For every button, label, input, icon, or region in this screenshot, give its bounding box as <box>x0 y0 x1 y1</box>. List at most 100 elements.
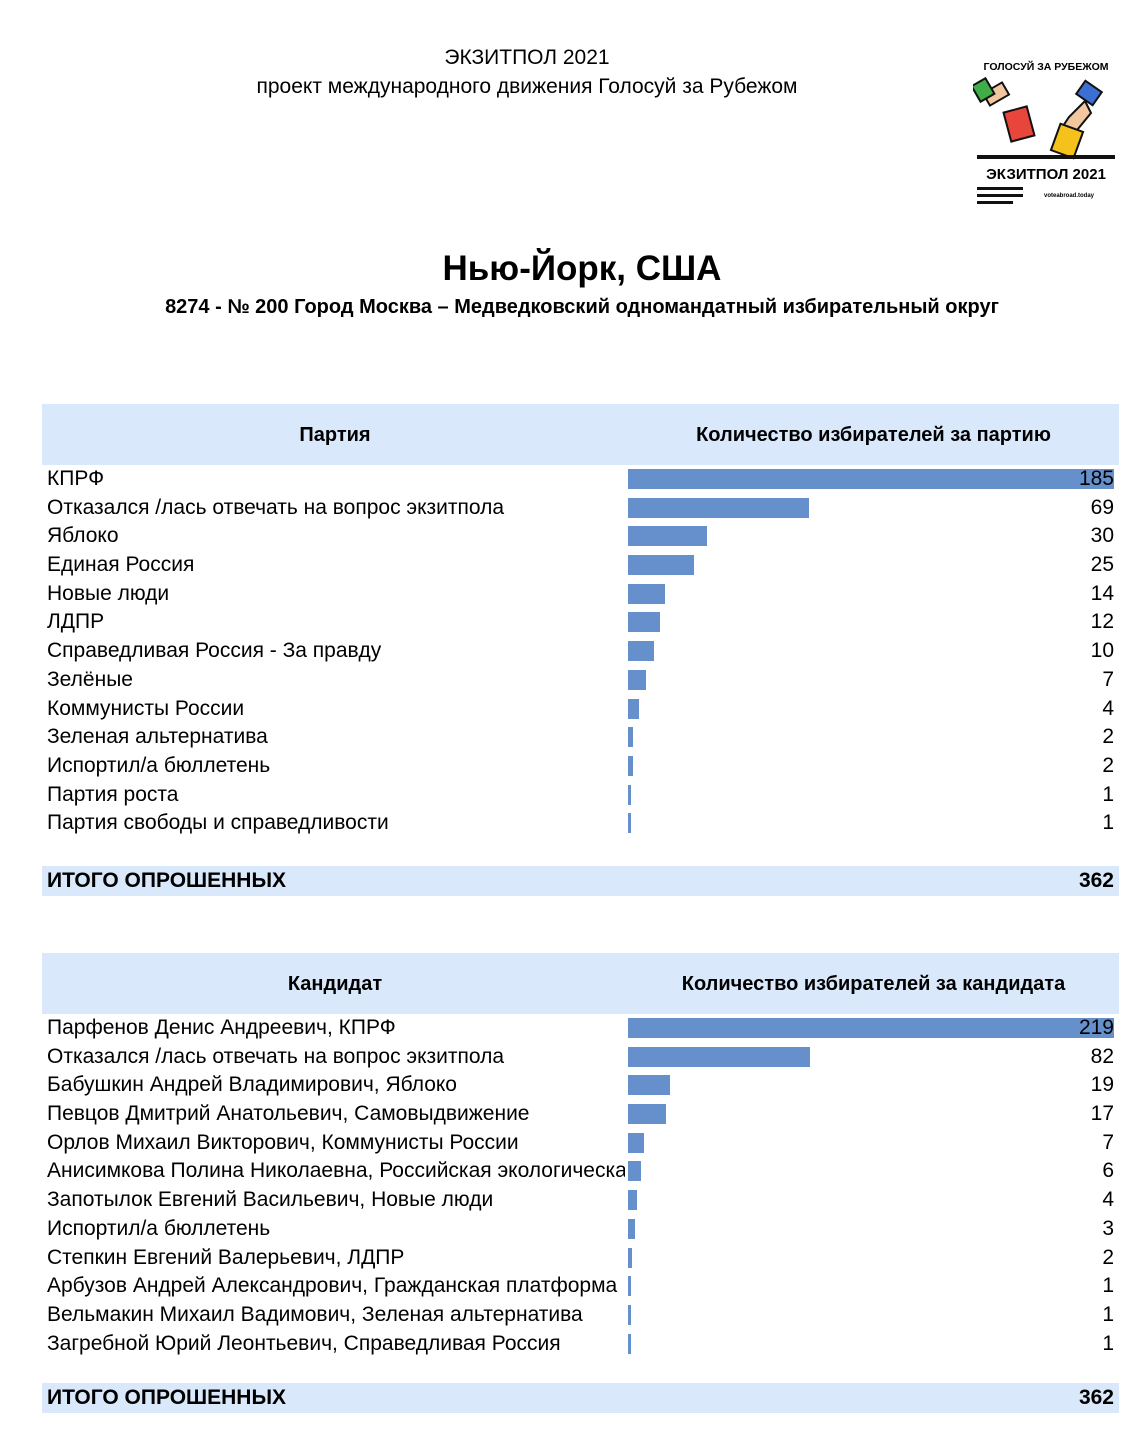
candidate-label: Бабушкин Андрей Владимирович, Яблоко <box>47 1073 457 1097</box>
candidate-row: Степкин Евгений Валерьевич, ЛДПР 2 <box>42 1244 1119 1273</box>
party-label: Партия роста <box>47 782 179 806</box>
party-bar <box>628 612 660 633</box>
party-row: Зелёные 7 <box>42 666 1119 695</box>
header-subtitle: проект международного движения Голосуй з… <box>256 75 798 98</box>
candidate-row: Испортил/а бюллетень 3 <box>42 1215 1119 1244</box>
party-row: Партия свободы и справедливости 1 <box>42 809 1119 838</box>
party-column-header: Партия <box>299 424 371 446</box>
party-value: 2 <box>1102 753 1114 777</box>
party-row: Единая Россия 25 <box>42 551 1119 580</box>
party-value: 4 <box>1102 696 1114 720</box>
candidate-bar <box>628 1190 637 1211</box>
party-bar <box>628 526 707 547</box>
candidate-value: 17 <box>1090 1102 1114 1126</box>
party-label: Единая Россия <box>47 553 195 577</box>
party-label: Яблоко <box>47 524 119 548</box>
party-total-row: ИТОГО ОПРОШЕННЫХ 362 <box>42 866 1119 896</box>
party-bar <box>628 784 631 805</box>
page-title: Нью-Йорк, США <box>442 249 722 288</box>
exitpoll-logo: ГОЛОСУЙ ЗА РУБЕЖОМ ЭКЗИТПОЛ 2021 voteabr… <box>973 60 1115 204</box>
party-value: 14 <box>1090 581 1114 605</box>
party-row: Отказался /лась отвечать на вопрос экзит… <box>42 494 1119 523</box>
candidate-row: Запотылок Евгений Васильевич, Новые люди… <box>42 1186 1119 1215</box>
candidate-row: Загребной Юрий Леонтьевич, Справедливая … <box>42 1330 1119 1359</box>
party-label: Зеленая альтернатива <box>47 725 268 749</box>
candidate-label: Певцов Дмитрий Анатольевич, Самовыдвижен… <box>47 1102 530 1126</box>
candidate-value: 19 <box>1090 1073 1114 1097</box>
party-bar <box>628 755 634 776</box>
party-label: Партия свободы и справедливости <box>47 811 389 835</box>
party-value: 25 <box>1090 553 1114 577</box>
party-label: Отказался /лась отвечать на вопрос экзит… <box>47 495 505 519</box>
candidate-bar <box>628 1104 666 1125</box>
candidate-rows: Парфенов Денис Андреевич, КПРФ 219 Отказал… <box>42 1014 1119 1358</box>
candidate-table-header: Кандидат Количество избирателей за канди… <box>42 953 1119 1014</box>
candidate-label: Парфенов Денис Андреевич, КПРФ <box>47 1016 396 1039</box>
candidate-value: 4 <box>1102 1188 1114 1212</box>
candidate-row: Анисимкова Полина Николаевна, Российская… <box>42 1157 1119 1186</box>
candidate-bar <box>628 1276 631 1297</box>
candidate-label: Орлов Михаил Викторович, Коммунисты Росс… <box>47 1130 519 1154</box>
party-value: 10 <box>1090 639 1114 663</box>
candidate-row: Отказался /лась отвечать на вопрос экзит… <box>42 1043 1119 1072</box>
party-row: Новые люди 14 <box>42 580 1119 609</box>
party-bar <box>628 727 634 748</box>
candidate-bar <box>628 1333 631 1354</box>
party-label: ЛДПР <box>47 610 105 634</box>
party-bar <box>628 669 647 690</box>
party-value: 185 <box>1078 467 1114 490</box>
candidate-bar <box>628 1304 631 1325</box>
party-bar <box>628 469 1114 489</box>
candidate-label: Отказался /лась отвечать на вопрос экзит… <box>47 1044 505 1068</box>
candidate-bar <box>628 1132 644 1153</box>
candidate-value: 1 <box>1102 1274 1114 1298</box>
party-bar <box>628 583 665 604</box>
candidate-row: Вельмакин Михаил Вадимович, Зеленая альт… <box>42 1301 1119 1330</box>
candidate-results-table: Кандидат Количество избирателей за канди… <box>42 953 1119 1358</box>
candidate-bar <box>628 1046 810 1067</box>
candidate-value: 1 <box>1102 1331 1114 1355</box>
logo-site-text: voteabroad.today <box>1044 193 1095 199</box>
logo-bottom-text: ЭКЗИТПОЛ 2021 <box>986 166 1106 183</box>
candidate-value: 82 <box>1090 1044 1114 1068</box>
party-value: 30 <box>1090 524 1114 548</box>
candidate-label: Степкин Евгений Валерьевич, ЛДПР <box>47 1245 405 1269</box>
party-value: 69 <box>1090 495 1114 519</box>
party-total-value: 362 <box>1078 869 1114 892</box>
candidate-label: Арбузов Андрей Александрович, Гражданска… <box>47 1274 618 1298</box>
party-label: КПРФ <box>47 467 105 490</box>
party-row: Испортил/а бюллетень 2 <box>42 752 1119 781</box>
candidate-bar <box>628 1218 635 1239</box>
party-total-label: ИТОГО ОПРОШЕННЫХ <box>47 869 287 892</box>
party-bar <box>628 641 655 662</box>
party-bar <box>628 813 631 834</box>
party-label: Зелёные <box>47 667 133 691</box>
candidate-value: 7 <box>1102 1130 1114 1154</box>
candidate-bar <box>628 1161 642 1182</box>
candidate-bar <box>628 1247 633 1268</box>
party-value: 1 <box>1102 782 1114 806</box>
candidate-total-value: 362 <box>1078 1386 1114 1409</box>
candidate-label: Испортил/а бюллетень <box>47 1216 271 1240</box>
header-title: ЭКЗИТПОЛ 2021 <box>444 46 610 69</box>
party-row: Партия роста 1 <box>42 781 1119 810</box>
candidate-total-row: ИТОГО ОПРОШЕННЫХ 362 <box>42 1383 1119 1413</box>
candidate-row: Певцов Дмитрий Анатольевич, Самовыдвижен… <box>42 1100 1119 1129</box>
party-value: 12 <box>1090 610 1114 634</box>
party-row: Яблоко 30 <box>42 522 1119 551</box>
party-table-header: Партия Количество избирателей за партию <box>42 404 1119 465</box>
party-bar <box>628 698 639 719</box>
candidate-bar <box>628 1018 1114 1038</box>
party-row: Справедливая Россия - За правду 10 <box>42 637 1119 666</box>
candidate-row: Бабушкин Андрей Владимирович, Яблоко 19 <box>42 1071 1119 1100</box>
candidate-value: 6 <box>1102 1159 1114 1183</box>
candidate-row: Арбузов Андрей Александрович, Гражданска… <box>42 1272 1119 1301</box>
candidate-votes-column-header: Количество избирателей за кандидата <box>681 973 1066 995</box>
candidate-label: Вельмакин Михаил Вадимович, Зеленая альт… <box>47 1302 583 1326</box>
party-value: 1 <box>1102 811 1114 835</box>
district-subtitle: 8274 - № 200 Город Москва – Медведковски… <box>165 296 999 318</box>
party-label: Испортил/а бюллетень <box>47 753 271 777</box>
candidate-label: Загребной Юрий Леонтьевич, Справедливая … <box>47 1331 561 1355</box>
party-label: Новые люди <box>47 581 170 605</box>
party-rows: КПРФ 185 Отказался /лась отвечать на вопро… <box>42 465 1119 838</box>
